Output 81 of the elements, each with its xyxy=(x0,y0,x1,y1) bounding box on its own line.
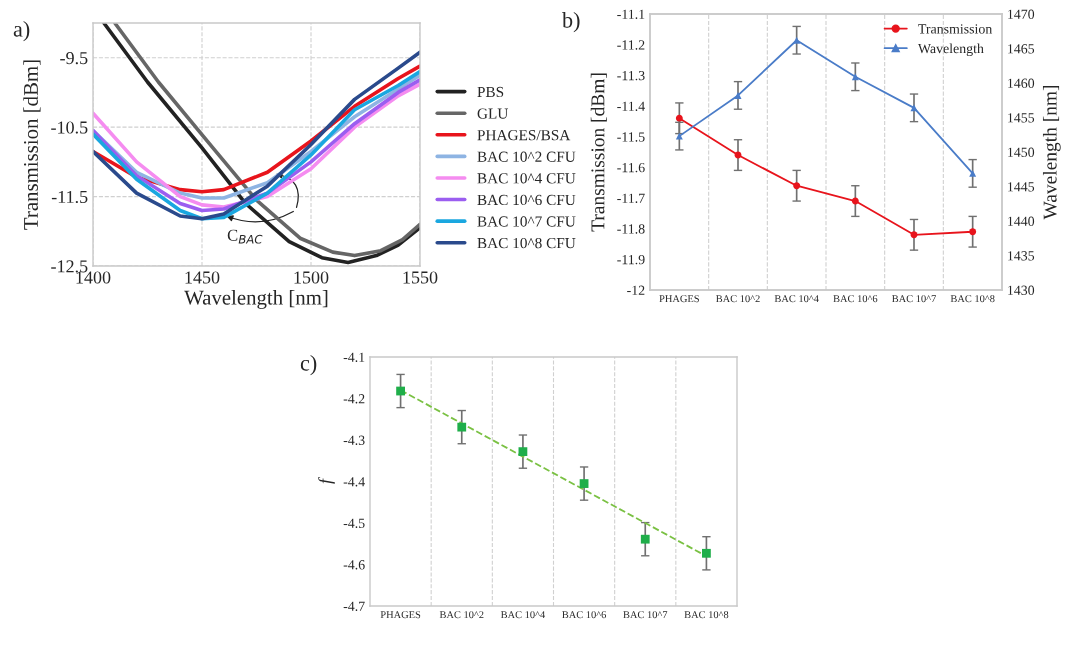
y2-tick-label: 1450 xyxy=(1008,147,1035,157)
legend-label: BAC 10^8 CFU xyxy=(477,237,576,249)
point xyxy=(734,91,742,99)
y-tick-label: -11.4 xyxy=(617,101,645,112)
x-tick-label: 1400 xyxy=(76,271,111,284)
y-tick-label: -12 xyxy=(627,285,645,295)
legend-label: BAC 10^2 CFU xyxy=(477,151,576,162)
x-tick-label: PHAGES xyxy=(380,611,421,619)
point xyxy=(640,534,650,544)
legend-label: GLU xyxy=(477,108,509,119)
legend-label: PHAGES/BSA xyxy=(477,130,571,141)
y-tick-label: -11.5 xyxy=(51,190,88,204)
x-tick-label: BAC 10^8 xyxy=(684,611,729,619)
y-tick-label: -11.3 xyxy=(617,70,645,81)
y-tick-label: -4.1 xyxy=(343,352,365,363)
y2-tick-label: 1430 xyxy=(1008,285,1035,295)
x-tick-label: BAC 10^2 xyxy=(439,611,484,619)
point xyxy=(793,182,801,190)
y-tick-label: -11.9 xyxy=(617,254,645,265)
point xyxy=(793,36,801,44)
y-tick-label: -4.2 xyxy=(343,394,365,404)
y-tick-label: -4.5 xyxy=(343,518,365,529)
legend-label: BAC 10^4 CFU xyxy=(477,173,576,184)
y-tick-label: -10.5 xyxy=(51,121,88,134)
point xyxy=(910,104,918,112)
x-tick-label: BAC 10^4 xyxy=(774,295,819,303)
x-tick-label: BAC 10^7 xyxy=(623,611,668,619)
y-tick-label: -11.1 xyxy=(617,9,645,20)
x-axis-title: Wavelength [nm] xyxy=(184,290,328,309)
y2-tick-label: 1455 xyxy=(1008,113,1035,123)
y2-tick-label: 1460 xyxy=(1008,78,1035,88)
y-axis-title: Transmission [dBm] xyxy=(23,60,41,230)
legend-label: Transmission xyxy=(918,24,993,34)
y-axis-title: Transmission [dBm] xyxy=(590,73,607,232)
y-tick-label: -11.5 xyxy=(617,132,645,142)
y2-tick-label: 1435 xyxy=(1008,251,1035,261)
y-tick-label: -11.2 xyxy=(617,40,645,50)
y-tick-label: -11.7 xyxy=(617,193,645,204)
x-tick-label: BAC 10^6 xyxy=(562,611,607,619)
point xyxy=(910,231,918,239)
point xyxy=(579,479,589,488)
x-tick-label: 1500 xyxy=(294,271,329,284)
point xyxy=(675,132,683,140)
legend-label: PBS xyxy=(477,86,504,98)
chart-title: b) xyxy=(562,12,580,33)
y2-tick-label: 1445 xyxy=(1008,182,1035,192)
y2-axis-title: Wavelength [nm] xyxy=(1042,85,1061,220)
legend-label: BAC 10^7 CFU xyxy=(477,216,576,227)
legend-label: BAC 10^6 CFU xyxy=(477,194,576,206)
x-tick-label: BAC 10^8 xyxy=(950,295,995,303)
annotation: C$_{BAC}$ xyxy=(227,229,263,244)
point xyxy=(702,548,711,558)
point xyxy=(969,169,977,177)
point xyxy=(675,114,683,122)
y2-tick-label: 1470 xyxy=(1008,9,1035,19)
point xyxy=(851,197,859,205)
x-tick-label: 1550 xyxy=(403,271,438,284)
chart-title: a) xyxy=(13,21,30,42)
y2-tick-label: 1465 xyxy=(1008,44,1035,54)
y-tick-label: -12.5 xyxy=(51,260,88,273)
y-tick-label: -4.7 xyxy=(343,601,365,612)
x-tick-label: BAC 10^6 xyxy=(833,295,878,303)
point xyxy=(518,447,528,457)
x-tick-label: BAC 10^2 xyxy=(716,295,760,303)
y-tick-label: -4.4 xyxy=(343,477,365,487)
y-axis-title: f xyxy=(318,476,335,484)
y-tick-label: -11.6 xyxy=(617,162,645,173)
x-tick-label: PHAGES xyxy=(659,295,699,303)
point xyxy=(396,386,405,396)
y-tick-label: -9.5 xyxy=(60,52,88,65)
point xyxy=(969,228,977,236)
y-tick-label: -4.3 xyxy=(343,435,365,446)
chart-title: c) xyxy=(300,355,317,376)
legend-label: Wavelength xyxy=(917,43,984,57)
y-tick-label: -11.8 xyxy=(617,224,645,234)
point xyxy=(457,422,467,432)
y-tick-label: -4.6 xyxy=(343,560,365,570)
y2-tick-label: 1440 xyxy=(1008,216,1035,226)
x-tick-label: 1450 xyxy=(185,271,220,284)
x-tick-label: BAC 10^7 xyxy=(892,295,936,303)
x-tick-label: BAC 10^4 xyxy=(500,611,546,619)
